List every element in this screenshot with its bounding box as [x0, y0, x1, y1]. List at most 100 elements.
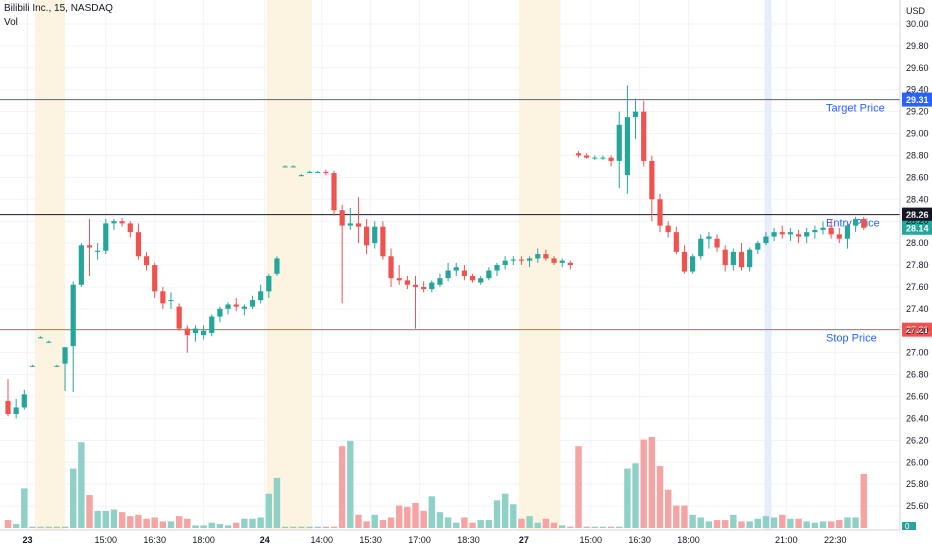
- candle[interactable]: [404, 275, 410, 290]
- candle[interactable]: [95, 243, 101, 260]
- candle[interactable]: [355, 197, 362, 244]
- candle[interactable]: [673, 226, 679, 255]
- candle[interactable]: [804, 227, 810, 244]
- candle[interactable]: [844, 223, 851, 249]
- candle[interactable]: [412, 275, 419, 329]
- candle[interactable]: [54, 364, 60, 367]
- candle[interactable]: [486, 267, 492, 281]
- candle[interactable]: [559, 258, 565, 268]
- candle[interactable]: [13, 398, 19, 419]
- candle[interactable]: [192, 325, 199, 342]
- candle[interactable]: [38, 336, 44, 339]
- candle[interactable]: [795, 229, 802, 244]
- candle[interactable]: [828, 219, 834, 239]
- candle[interactable]: [315, 170, 321, 173]
- candle[interactable]: [665, 221, 671, 238]
- candle[interactable]: [388, 248, 394, 287]
- candle[interactable]: [143, 251, 150, 271]
- candle[interactable]: [249, 295, 256, 309]
- candle[interactable]: [478, 275, 484, 285]
- candle[interactable]: [437, 273, 443, 287]
- candle[interactable]: [135, 223, 141, 260]
- candle[interactable]: [714, 234, 720, 252]
- candle[interactable]: [861, 216, 867, 230]
- candle[interactable]: [306, 170, 313, 173]
- candle[interactable]: [274, 256, 280, 276]
- candle[interactable]: [494, 262, 500, 276]
- candle[interactable]: [29, 364, 36, 367]
- candle[interactable]: [616, 111, 622, 189]
- candle[interactable]: [763, 232, 769, 246]
- candle[interactable]: [331, 170, 337, 216]
- candle[interactable]: [853, 216, 859, 233]
- candle[interactable]: [258, 284, 264, 304]
- candle[interactable]: [608, 155, 614, 167]
- candle[interactable]: [649, 155, 655, 222]
- candle[interactable]: [771, 227, 777, 241]
- candle[interactable]: [632, 98, 639, 140]
- candle[interactable]: [86, 219, 93, 276]
- candle[interactable]: [681, 245, 688, 274]
- candle[interactable]: [445, 262, 451, 282]
- candle[interactable]: [5, 378, 11, 417]
- candle[interactable]: [241, 304, 247, 316]
- candle[interactable]: [396, 265, 402, 285]
- candle[interactable]: [592, 155, 598, 160]
- candle[interactable]: [722, 245, 728, 272]
- candle[interactable]: [266, 273, 272, 298]
- candle[interactable]: [624, 85, 630, 194]
- candle[interactable]: [836, 227, 842, 244]
- candle[interactable]: [461, 265, 467, 281]
- candle[interactable]: [812, 225, 818, 239]
- candle[interactable]: [567, 260, 573, 270]
- candle[interactable]: [168, 292, 174, 309]
- candle[interactable]: [755, 240, 761, 255]
- candle[interactable]: [706, 232, 712, 249]
- candle[interactable]: [380, 221, 386, 260]
- candle[interactable]: [103, 219, 109, 255]
- candle[interactable]: [21, 389, 27, 410]
- candle[interactable]: [323, 169, 329, 176]
- candle[interactable]: [698, 234, 704, 260]
- candle[interactable]: [282, 165, 288, 168]
- candle[interactable]: [502, 256, 508, 270]
- candle[interactable]: [119, 217, 125, 227]
- candle[interactable]: [738, 243, 745, 271]
- candle[interactable]: [518, 256, 525, 266]
- candle[interactable]: [209, 314, 215, 337]
- candle[interactable]: [787, 227, 793, 241]
- candle[interactable]: [46, 340, 52, 343]
- candle[interactable]: [372, 221, 378, 249]
- candle[interactable]: [339, 204, 345, 304]
- candle[interactable]: [111, 219, 117, 230]
- candle[interactable]: [62, 347, 68, 392]
- candle[interactable]: [429, 280, 435, 293]
- candle[interactable]: [584, 153, 590, 159]
- candle[interactable]: [184, 325, 190, 353]
- candle[interactable]: [70, 281, 76, 393]
- candle[interactable]: [290, 165, 296, 168]
- candle[interactable]: [747, 247, 753, 272]
- candle[interactable]: [421, 281, 427, 293]
- candle[interactable]: [641, 100, 647, 167]
- candle[interactable]: [201, 325, 207, 340]
- candle[interactable]: [575, 151, 582, 158]
- candle[interactable]: [657, 193, 663, 233]
- candle[interactable]: [160, 286, 166, 309]
- candle[interactable]: [364, 219, 370, 255]
- candle[interactable]: [820, 221, 826, 235]
- candle[interactable]: [152, 262, 158, 298]
- candle[interactable]: [535, 248, 541, 263]
- candle[interactable]: [347, 208, 353, 230]
- candle[interactable]: [127, 221, 133, 238]
- candle[interactable]: [779, 225, 785, 239]
- candle[interactable]: [453, 262, 459, 276]
- candle[interactable]: [551, 256, 557, 266]
- candle[interactable]: [298, 174, 304, 177]
- candle[interactable]: [600, 155, 606, 160]
- candle[interactable]: [543, 249, 549, 261]
- candle[interactable]: [690, 254, 696, 274]
- candle[interactable]: [730, 248, 736, 271]
